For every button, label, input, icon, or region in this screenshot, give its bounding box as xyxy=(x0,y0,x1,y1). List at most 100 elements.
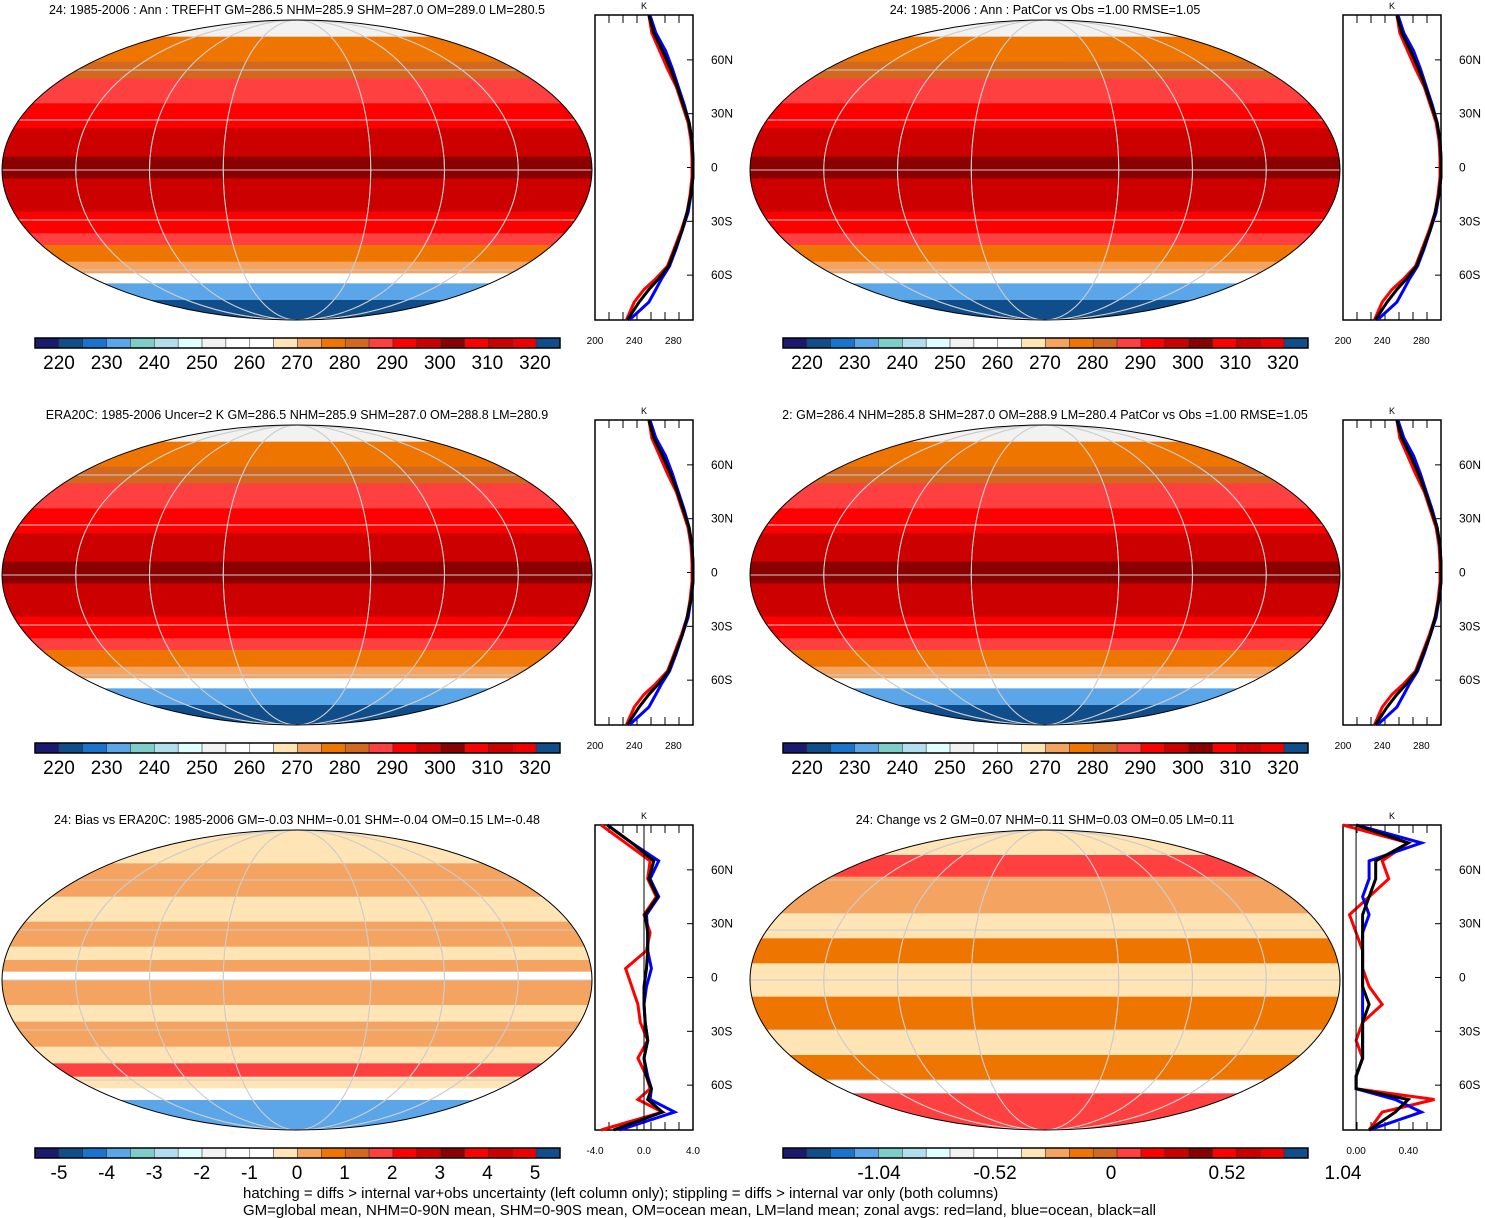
colorbar-swatch xyxy=(154,742,179,754)
lat-label: 60S xyxy=(711,673,732,687)
colorbar-swatch xyxy=(201,337,227,349)
colorbar-swatch xyxy=(1069,742,1094,754)
colorbar-swatch xyxy=(58,742,83,754)
colorbar-swatch xyxy=(58,1147,83,1159)
colorbar-swatch xyxy=(488,1147,513,1159)
colorbar-swatch xyxy=(440,1147,465,1159)
colorbar-label: 250 xyxy=(186,758,218,779)
map-contour-band xyxy=(750,666,1340,680)
lat-label: 60N xyxy=(1459,458,1481,472)
colorbar-swatch xyxy=(949,1147,975,1159)
colorbar-label: 1.04 xyxy=(1325,1163,1362,1184)
lat-label: 60S xyxy=(711,1078,732,1092)
map-contour-band xyxy=(750,561,1340,585)
panel-title: 24: Bias vs ERA20C: 1985-2006 GM=-0.03 N… xyxy=(54,813,540,827)
colorbar-label: 310 xyxy=(472,758,504,779)
gridline-lon xyxy=(897,20,1193,320)
colorbar-label: 270 xyxy=(281,353,313,374)
colorbar-swatch xyxy=(1045,1147,1070,1159)
colorbar-swatch xyxy=(321,742,346,754)
colorbar-swatch xyxy=(464,337,489,349)
map-contour-band xyxy=(2,688,592,706)
colorbar-label: 0 xyxy=(292,1163,303,1184)
gridline-lon xyxy=(823,830,1267,1130)
colorbar-label: -4 xyxy=(98,1163,115,1184)
map-contour-band xyxy=(750,425,1340,443)
colorbar-label: 310 xyxy=(1220,353,1252,374)
colorbar-swatch xyxy=(392,337,418,349)
map-contour-band xyxy=(2,1005,592,1023)
colorbar-swatch xyxy=(464,742,489,754)
colorbar-swatch xyxy=(154,1147,179,1159)
profile-x-tick-label: 280 xyxy=(1413,741,1430,752)
gridline-lon xyxy=(970,830,1120,1130)
lat-label: 30N xyxy=(1459,512,1481,526)
colorbar-label: 290 xyxy=(1124,353,1156,374)
zonal-line-all xyxy=(1374,14,1443,321)
map-contour-band xyxy=(2,300,592,320)
footer-hatching-note: hatching = diffs > internal var+obs unce… xyxy=(243,1185,999,1202)
colorbar-swatch xyxy=(106,337,131,349)
colorbar-label: -3 xyxy=(146,1163,163,1184)
lat-label: 0 xyxy=(1459,566,1466,580)
colorbar-swatch xyxy=(368,742,394,754)
map-contour-band xyxy=(2,1076,592,1090)
colorbar-swatch xyxy=(177,1147,203,1159)
map-contour-band xyxy=(750,678,1340,690)
colorbar-swatch xyxy=(902,1147,927,1159)
colorbar-swatch xyxy=(806,1147,831,1159)
map-contour-band xyxy=(750,855,1340,878)
colorbar-swatch xyxy=(344,742,370,754)
profile-unit: K xyxy=(641,406,647,416)
profile-frame xyxy=(594,14,694,321)
gridline-lon xyxy=(897,425,1193,725)
map-contour-band xyxy=(2,36,592,63)
colorbar-swatch xyxy=(830,337,855,349)
profile-unit: K xyxy=(1389,406,1395,416)
colorbar-swatch xyxy=(368,337,394,349)
colorbar-swatch xyxy=(997,1147,1022,1159)
colorbar-swatch xyxy=(782,742,808,754)
map-contour-band xyxy=(2,283,592,301)
colorbar-label: -5 xyxy=(51,1163,68,1184)
colorbar-swatch xyxy=(464,1147,489,1159)
colorbar-swatch xyxy=(854,337,879,349)
colorbar-swatch xyxy=(806,337,831,349)
colorbar-swatch xyxy=(1188,337,1213,349)
colorbar-swatch xyxy=(997,337,1022,349)
colorbar-frame xyxy=(782,1147,1309,1159)
gridline-lon xyxy=(149,425,445,725)
map-contour-band xyxy=(750,441,1340,468)
gridline-lon xyxy=(823,425,1267,725)
colorbar-label: 310 xyxy=(472,353,504,374)
colorbar-swatch xyxy=(878,337,903,349)
map-contour-band xyxy=(2,211,592,235)
colorbar-label: 290 xyxy=(1124,758,1156,779)
colorbar-label: -0.52 xyxy=(973,1163,1016,1184)
colorbar-swatch xyxy=(830,1147,855,1159)
colorbar-swatch xyxy=(177,337,203,349)
map-contour-band xyxy=(750,876,1340,915)
colorbar-label: 290 xyxy=(376,353,408,374)
colorbar-swatch xyxy=(82,1147,107,1159)
map-contour-band xyxy=(2,666,592,680)
colorbar-label: -2 xyxy=(193,1163,210,1184)
colorbar-label: 230 xyxy=(839,758,871,779)
map-contour-band xyxy=(750,650,1340,668)
map-contour-band xyxy=(2,1100,592,1130)
colorbar-swatch xyxy=(1045,337,1070,349)
colorbar-swatch xyxy=(1116,1147,1142,1159)
map-border xyxy=(749,829,1341,1131)
profile-x-tick-label: 240 xyxy=(626,336,643,347)
map-contour-band xyxy=(750,1030,1340,1056)
map-contour-band xyxy=(750,273,1340,285)
colorbar-swatch xyxy=(416,1147,441,1159)
colorbar-swatch xyxy=(488,742,513,754)
colorbar-label: 300 xyxy=(1172,758,1204,779)
lat-label: 60N xyxy=(711,863,733,877)
colorbar-swatch xyxy=(535,337,561,349)
gridline-lon xyxy=(75,830,519,1130)
profile-x-tick-label: 280 xyxy=(1413,336,1430,347)
colorbar-swatch xyxy=(1164,1147,1189,1159)
colorbar-swatch xyxy=(512,337,537,349)
